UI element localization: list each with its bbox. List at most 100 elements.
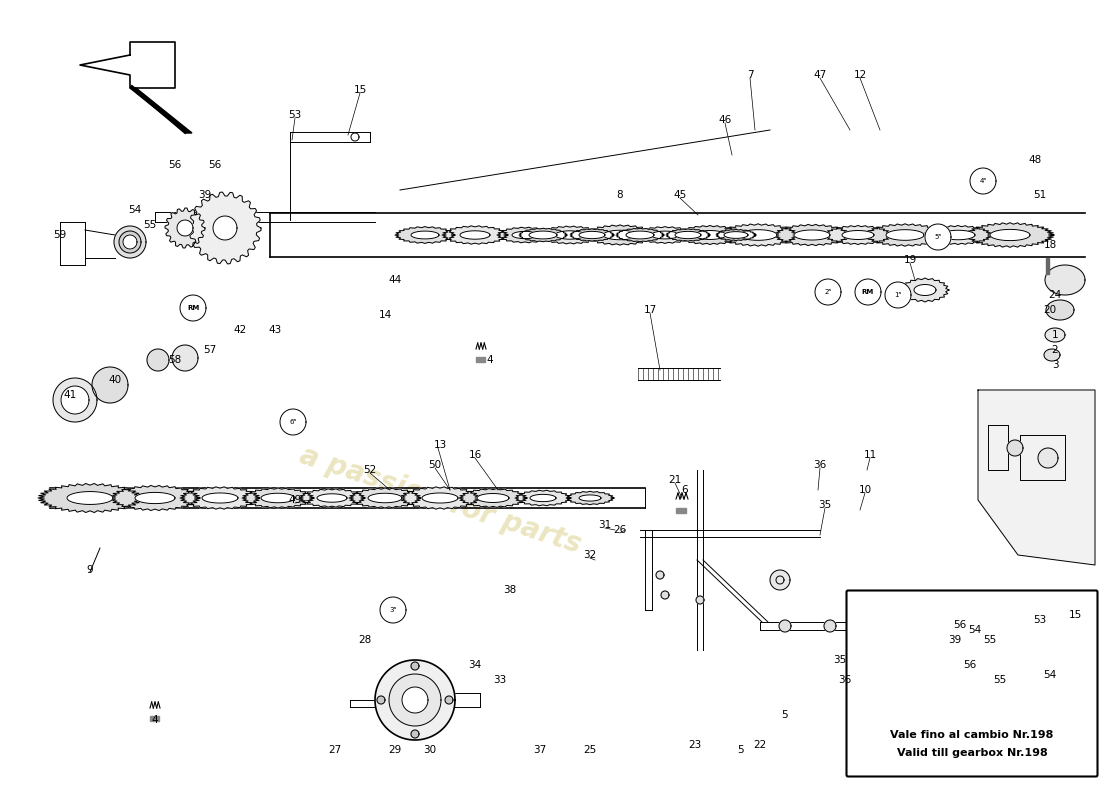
Text: 29: 29 [388, 745, 401, 755]
Text: 56: 56 [208, 160, 221, 170]
Polygon shape [901, 278, 949, 302]
Polygon shape [80, 42, 175, 88]
Polygon shape [675, 231, 701, 238]
Polygon shape [512, 231, 538, 238]
Polygon shape [656, 571, 664, 579]
Text: Vale fino al cambio Nr.198: Vale fino al cambio Nr.198 [890, 730, 1054, 740]
Polygon shape [442, 226, 508, 244]
Text: 31: 31 [598, 520, 612, 530]
Polygon shape [914, 620, 926, 632]
Text: 2ᵃ: 2ᵃ [824, 289, 832, 295]
Polygon shape [724, 232, 748, 238]
Polygon shape [519, 228, 566, 242]
Text: 9: 9 [87, 565, 94, 575]
Text: 57: 57 [204, 345, 217, 355]
Text: 4: 4 [486, 355, 493, 365]
Polygon shape [815, 279, 842, 305]
Text: 24: 24 [1048, 290, 1062, 300]
Text: 18: 18 [1044, 240, 1057, 250]
Polygon shape [119, 231, 141, 253]
Polygon shape [497, 227, 553, 242]
Polygon shape [189, 192, 261, 264]
Polygon shape [924, 226, 992, 245]
Polygon shape [375, 660, 455, 740]
Text: 59: 59 [54, 230, 67, 240]
Text: 41: 41 [64, 390, 77, 400]
Polygon shape [651, 231, 679, 239]
Polygon shape [165, 208, 205, 248]
Polygon shape [886, 230, 924, 240]
Text: 56: 56 [964, 660, 977, 670]
Text: 48: 48 [1028, 155, 1042, 165]
Text: 40: 40 [109, 375, 122, 385]
Text: 55: 55 [143, 220, 156, 230]
Polygon shape [389, 674, 441, 726]
Text: 54: 54 [1044, 670, 1057, 680]
Polygon shape [400, 487, 480, 509]
Text: 43: 43 [268, 325, 282, 335]
Polygon shape [60, 386, 89, 414]
Polygon shape [994, 620, 1006, 632]
Polygon shape [865, 224, 945, 246]
Polygon shape [566, 491, 614, 505]
Text: 35: 35 [834, 655, 847, 665]
Polygon shape [368, 494, 402, 502]
Polygon shape [886, 282, 911, 308]
Text: 58: 58 [168, 355, 182, 365]
Polygon shape [824, 226, 892, 245]
Text: 28: 28 [359, 635, 372, 645]
Text: 4ᵃ: 4ᵃ [979, 178, 987, 184]
Polygon shape [114, 226, 146, 258]
Polygon shape [966, 222, 1054, 247]
Text: 52: 52 [363, 465, 376, 475]
Polygon shape [213, 216, 236, 240]
Polygon shape [280, 409, 306, 435]
Text: 15: 15 [353, 85, 366, 95]
Text: 53: 53 [288, 110, 301, 120]
Text: 37: 37 [534, 745, 547, 755]
Text: RM: RM [862, 289, 874, 295]
Polygon shape [180, 295, 206, 321]
Text: 10: 10 [858, 485, 871, 495]
Text: 35: 35 [818, 500, 832, 510]
Text: 47: 47 [813, 70, 826, 80]
Polygon shape [530, 494, 556, 502]
Text: RM: RM [187, 305, 199, 311]
Polygon shape [377, 696, 385, 704]
Text: 33: 33 [494, 675, 507, 685]
Polygon shape [635, 226, 695, 243]
Polygon shape [824, 620, 836, 632]
Polygon shape [53, 378, 97, 422]
Polygon shape [477, 494, 509, 502]
Polygon shape [716, 230, 756, 241]
Polygon shape [538, 226, 602, 244]
Bar [1046, 258, 1049, 274]
Text: 19: 19 [903, 255, 916, 265]
Text: 46: 46 [718, 115, 732, 125]
Polygon shape [135, 493, 175, 503]
Polygon shape [1046, 300, 1074, 320]
Text: 55: 55 [993, 675, 1007, 685]
Text: 3ᵃ: 3ᵃ [389, 607, 397, 613]
Polygon shape [67, 491, 113, 505]
Polygon shape [177, 220, 192, 236]
Polygon shape [110, 486, 200, 510]
Polygon shape [299, 489, 365, 507]
Polygon shape [242, 488, 314, 508]
Polygon shape [616, 228, 664, 242]
Polygon shape [696, 596, 704, 604]
Polygon shape [570, 229, 614, 241]
Polygon shape [794, 230, 830, 240]
Polygon shape [914, 285, 936, 295]
Text: 1ᵃ: 1ᵃ [894, 292, 902, 298]
Polygon shape [172, 345, 198, 371]
Polygon shape [515, 490, 571, 506]
Bar [476, 357, 485, 362]
Polygon shape [261, 494, 295, 502]
Polygon shape [379, 597, 406, 623]
Text: 38: 38 [504, 585, 517, 595]
Text: 11: 11 [864, 450, 877, 460]
Polygon shape [940, 230, 975, 240]
Text: 13: 13 [433, 440, 447, 450]
Polygon shape [579, 495, 601, 501]
